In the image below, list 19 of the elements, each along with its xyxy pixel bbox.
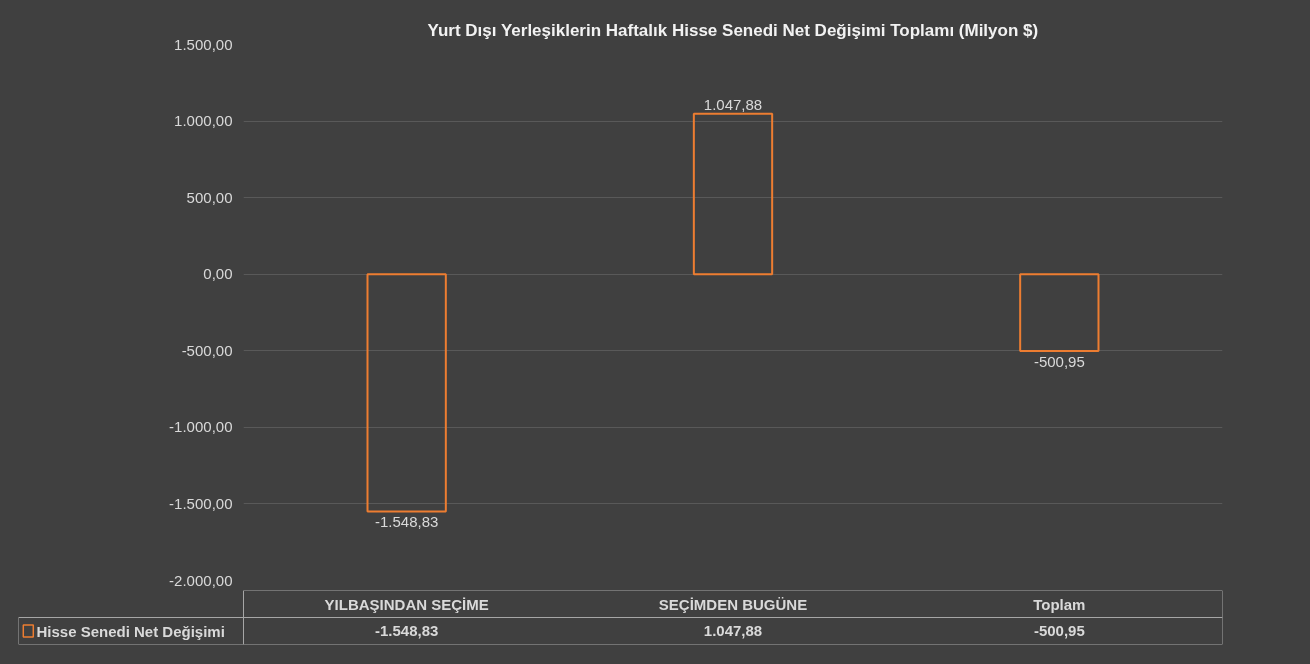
x-tick-label: YILBAŞINDAN SEÇİME [324,595,489,613]
data-label: -1.548,83 [374,622,439,639]
data-label: 1.047,88 [703,622,763,639]
legend-label: Hisse Senedi Net Değişimi [36,622,225,640]
y-tick-label: -1.000,00 [169,418,233,436]
y-tick-label: -500,00 [181,341,233,359]
data-label: -500,95 [1033,622,1085,639]
text: 1.047,88 [703,95,763,113]
y-tick-label: 500,00 [186,188,233,206]
y-tick-label: -2.000,00 [169,571,233,589]
y-tick-label: 1.500,00 [174,35,233,53]
y-tick-label: 1.000,00 [174,112,233,130]
x-tick-label: SEÇİMDEN BUGÜNE [658,595,808,613]
chart-title: Yurt Dışı Yerleşiklerin Haftalık Hisse Senedi Net Değişimi Toplamı (Milyon $) [427,20,1039,40]
x-tick-label: Toplam [1033,595,1086,613]
text: -500,95 [1033,352,1085,370]
y-tick-label: -1.500,00 [169,494,233,512]
text: -1.548,83 [374,513,439,531]
y-tick-label: 0,00 [203,265,233,283]
